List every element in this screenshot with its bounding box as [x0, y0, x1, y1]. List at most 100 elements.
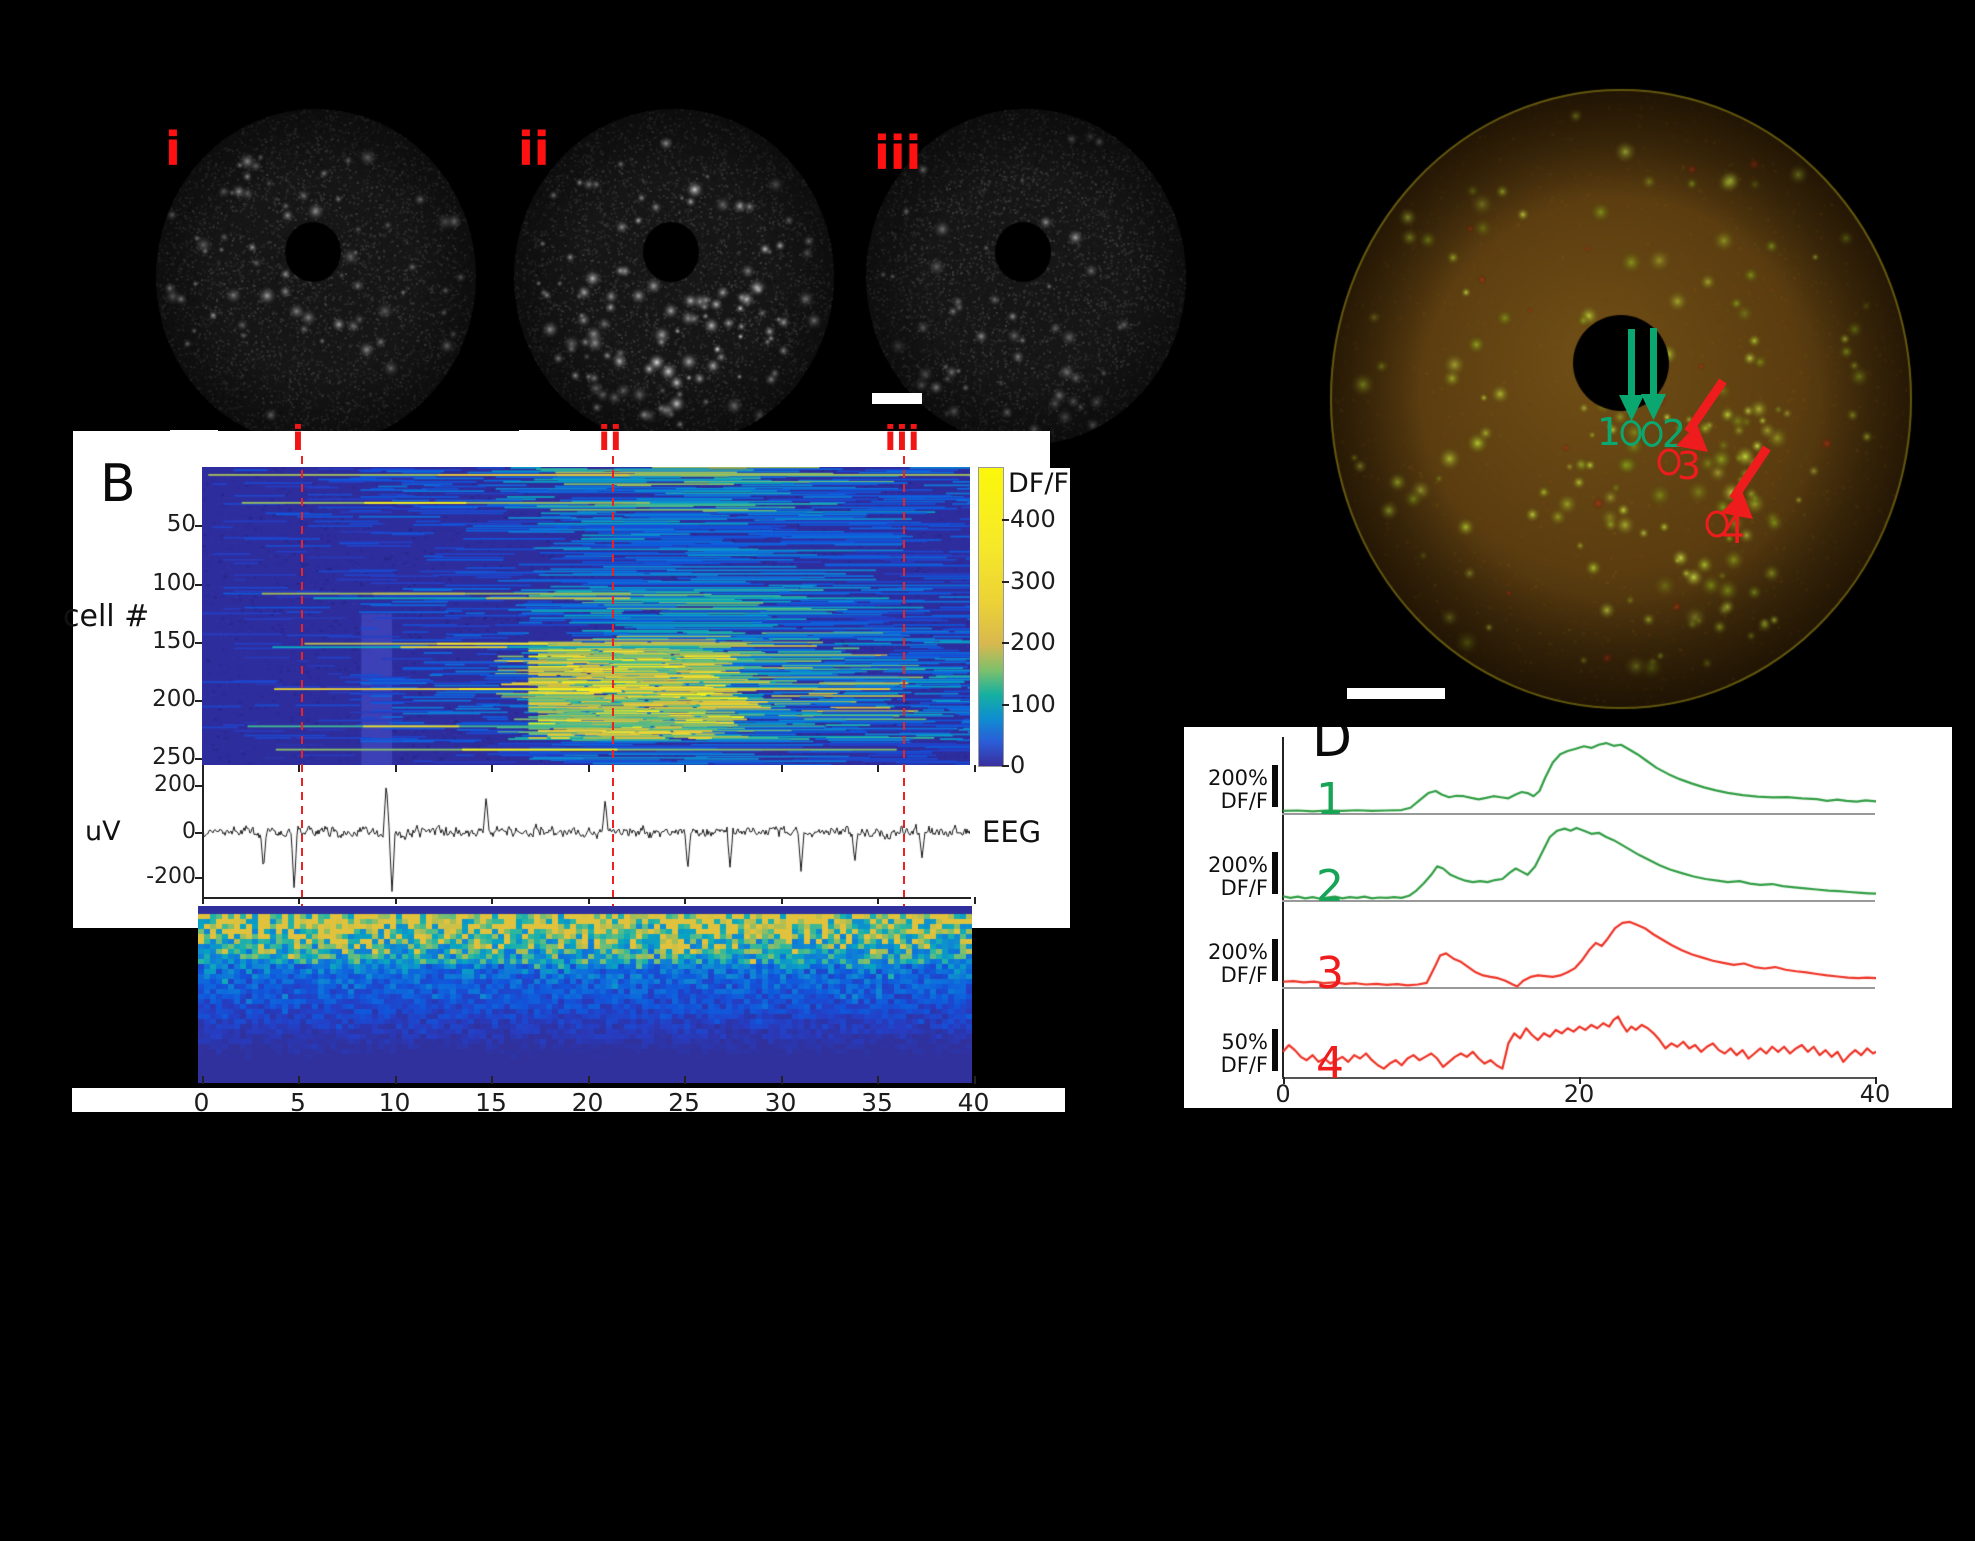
eeg-ytickmark-0: [195, 832, 202, 834]
heatmap-xtickmark-5: [298, 765, 300, 772]
scale-label-trace-3: 200% DF/F: [1196, 941, 1268, 987]
spect-xtickmark-25: [684, 1076, 686, 1084]
dff-traces: [1282, 727, 1876, 1079]
time-axis-strip: [72, 1088, 1065, 1112]
trace-number-2: 2: [1316, 861, 1344, 912]
heatmap-ytick-100: 100: [152, 570, 196, 596]
scale-label-trace-2: 200% DF/F: [1196, 854, 1268, 900]
cell-marker-label-4: 4: [1721, 508, 1745, 552]
green-arrow-1-icon: [1628, 329, 1635, 397]
eeg-xtickmark-5: [298, 897, 300, 904]
cell-marker-label-2: 2: [1662, 412, 1686, 456]
spect-xtickmark-0: [201, 1076, 204, 1084]
heatmap-xtickmark-15: [491, 765, 493, 772]
spect-xtickmark-20: [587, 1076, 590, 1084]
eeg-trace: [202, 770, 970, 897]
heatmap-ytickmark-100: [195, 584, 202, 586]
heatmap-xtickmark-25: [684, 765, 686, 772]
red-arrow-4-icon: [1729, 445, 1771, 502]
eeg-ylabel: uV: [85, 816, 121, 847]
time-xtick-35: 35: [861, 1088, 893, 1117]
paneld-xtickmark-40: [1875, 1077, 1877, 1084]
eeg-xtickmark-40: [973, 897, 976, 904]
scalebar-trace-4: [1272, 1029, 1278, 1071]
colorbar-tickmark-100: [1002, 703, 1009, 706]
event-marker-i: i: [292, 419, 304, 459]
eeg-xtickmark-0: [201, 897, 204, 904]
image-label-iii: iii: [874, 126, 922, 180]
paneld-xtick-0: 0: [1275, 1080, 1291, 1108]
paneld-xtickmark-0: [1283, 1077, 1285, 1084]
scalebar-trace-3: [1272, 939, 1278, 981]
heatmap-xtickmark-0: [201, 765, 204, 772]
scale-pct-3: 200%: [1207, 940, 1268, 964]
scalebar-trace-2: [1272, 852, 1278, 894]
heatmap-xtickmark-35: [877, 765, 879, 772]
scale-label-trace-4: 50% DF/F: [1196, 1031, 1268, 1077]
colorbar: [978, 467, 1004, 767]
cell-marker-overlay: 1 2 3 4: [1597, 328, 1771, 552]
image-label-ii: ii: [518, 122, 550, 176]
eeg-ytickmark--200: [195, 877, 202, 879]
cell-activity-heatmap: [202, 467, 970, 765]
time-xtick-40: 40: [957, 1088, 990, 1117]
time-xtick-5: 5: [290, 1088, 306, 1117]
colorbar-tick-100: 100: [1010, 689, 1056, 718]
time-xtick-20: 20: [571, 1088, 604, 1117]
scale-unit-2: DF/F: [1220, 876, 1268, 900]
heatmap-xtickmark-30: [780, 765, 783, 772]
colorbar-tick-0: 0: [1010, 751, 1026, 779]
spect-xtickmark-15: [491, 1076, 493, 1084]
red-arrow-3-icon: [1684, 378, 1727, 435]
colorbar-tick-400: 400: [1010, 505, 1056, 533]
colorbar-tickmark-300: [1002, 580, 1009, 583]
trace-number-1: 1: [1316, 774, 1344, 825]
trace-number-3: 3: [1316, 948, 1344, 999]
eeg-xtickmark-15: [491, 897, 493, 904]
time-xtick-10: 10: [378, 1088, 411, 1117]
eeg-xtickmark-10: [394, 897, 397, 904]
spect-xtickmark-5: [298, 1076, 300, 1084]
heatmap-ylabel: cell #: [63, 599, 150, 634]
panel-b-background-right: [1050, 468, 1070, 928]
heatmap-ytickmark-250: [195, 758, 202, 760]
colorbar-tick-200: 200: [1010, 628, 1056, 656]
event-dashline-i: [301, 456, 303, 1083]
red-arrowhead-3-icon: [1676, 424, 1708, 452]
green-arrowhead-2-icon: [1641, 394, 1666, 420]
spect-xtickmark-10: [394, 1076, 397, 1084]
eeg-ytickmark-200: [195, 785, 202, 787]
eeg-ytick-0: 0: [182, 819, 196, 844]
trace-number-4: 4: [1316, 1038, 1344, 1089]
panel-b-letter: B: [100, 454, 136, 514]
scale-pct-4: 50%: [1221, 1030, 1268, 1054]
time-xtick-15: 15: [475, 1088, 507, 1117]
colorbar-tickmark-0: [1002, 765, 1009, 767]
cell-marker-label-1: 1: [1597, 410, 1621, 454]
event-dashline-ii: [612, 456, 614, 1083]
eeg-left-spine: [202, 770, 204, 898]
time-xtick-0: 0: [193, 1088, 210, 1117]
paneld-xtick-20: 20: [1563, 1080, 1595, 1108]
eeg-ytick-200: 200: [154, 772, 196, 797]
time-xtick-30: 30: [764, 1088, 797, 1117]
event-dashline-iii: [903, 456, 905, 1083]
miniscope-image-i: [151, 105, 481, 449]
heatmap-xtickmark-40: [973, 765, 976, 772]
heatmap-ytickmark-50: [195, 525, 202, 527]
eeg-legend: EEG: [982, 815, 1042, 849]
event-marker-iii: iii: [884, 419, 920, 459]
scalebar-trace-1: [1272, 765, 1278, 807]
colorbar-tick-300: 300: [1010, 566, 1056, 595]
scale-pct-1: 200%: [1207, 766, 1268, 790]
cell-circle-3: [1657, 448, 1681, 476]
cell-marker-label-3: 3: [1677, 444, 1701, 488]
eeg-ytick--200: -200: [146, 864, 196, 889]
cell-circle-4: [1705, 510, 1729, 538]
scale-pct-2: 200%: [1207, 853, 1268, 877]
eeg-bottom-spine: [202, 897, 971, 899]
paneld-xtick-40: 40: [1859, 1080, 1891, 1108]
heatmap-ytickmark-150: [195, 642, 202, 644]
heatmap-ytick-250: 250: [152, 744, 196, 770]
eeg-spectrogram: [198, 906, 972, 1083]
